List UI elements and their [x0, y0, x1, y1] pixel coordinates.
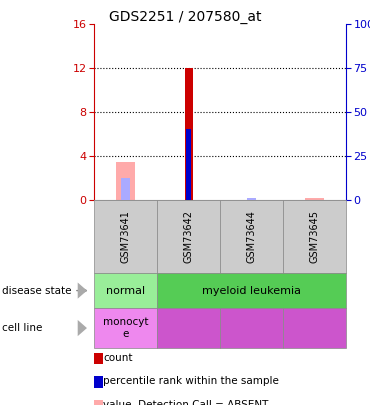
Text: disease state: disease state — [2, 286, 71, 296]
Text: count: count — [104, 353, 133, 363]
Bar — [186, 129, 191, 200]
Bar — [305, 198, 324, 200]
Text: GSM73641: GSM73641 — [121, 211, 131, 263]
Text: U937: U937 — [301, 323, 328, 333]
Bar — [247, 198, 256, 200]
Text: cell line: cell line — [2, 323, 42, 333]
Text: GSM73642: GSM73642 — [184, 211, 194, 263]
Text: normal: normal — [106, 286, 145, 296]
Text: GSM73644: GSM73644 — [246, 211, 257, 263]
Text: GSM73645: GSM73645 — [309, 211, 320, 263]
Text: percentile rank within the sample: percentile rank within the sample — [104, 376, 279, 386]
Text: myeloid leukemia: myeloid leukemia — [202, 286, 301, 296]
Bar — [185, 68, 192, 200]
Text: KG-1: KG-1 — [176, 323, 201, 333]
Text: value, Detection Call = ABSENT: value, Detection Call = ABSENT — [104, 400, 269, 405]
Text: monocyt
e: monocyt e — [103, 317, 148, 339]
Bar — [117, 162, 135, 200]
Text: THP-1: THP-1 — [236, 323, 267, 333]
Bar — [121, 179, 130, 200]
Text: GDS2251 / 207580_at: GDS2251 / 207580_at — [109, 10, 261, 24]
